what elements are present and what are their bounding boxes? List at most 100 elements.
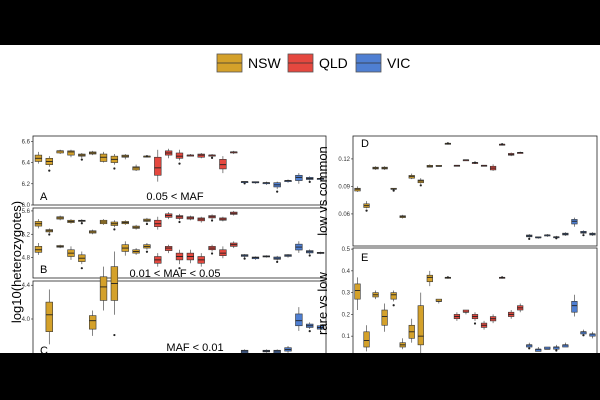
box-sunc — [462, 309, 470, 315]
box-eesp — [535, 236, 542, 239]
outlier-point — [501, 276, 504, 279]
panel-letter: A — [40, 191, 48, 203]
box-ullb — [208, 214, 216, 222]
outlier-point — [582, 334, 585, 337]
y-tick-label: 5.2 — [22, 232, 31, 238]
box-fre — [262, 255, 270, 258]
box-pras — [219, 156, 227, 174]
box-sunc — [164, 212, 173, 220]
outlier-point — [446, 276, 449, 279]
box-shbs — [306, 249, 314, 257]
outlier-point — [308, 254, 311, 257]
box-kyog — [67, 246, 75, 260]
box-cotw — [526, 234, 533, 240]
box-shbs — [306, 322, 314, 333]
y-tick-label: 0.3 — [342, 291, 351, 297]
panel-c: 4.04.4BMTCAMTCLAVKYOGMONANARRNBVPILLPPHA… — [22, 241, 327, 353]
box-bmt — [34, 219, 43, 229]
panel-frame — [352, 247, 598, 353]
box-body — [89, 315, 97, 330]
y-tick-label: 0.1 — [342, 334, 351, 340]
outlier-point — [113, 228, 116, 231]
box-morb — [186, 154, 195, 157]
box-burr — [517, 303, 524, 313]
box-camt — [45, 228, 53, 236]
box-body — [571, 219, 578, 225]
legend: NSW QLD VIC — [216, 53, 410, 73]
box-mall — [273, 349, 281, 353]
outlier-point — [446, 142, 449, 145]
box-redl — [453, 312, 461, 321]
box-eesp — [535, 347, 542, 352]
box-toow — [471, 161, 479, 164]
outlier-point — [80, 158, 83, 161]
box-ullb — [208, 154, 216, 159]
box-gold — [197, 152, 205, 159]
box-body — [426, 274, 433, 283]
panel-letter: E — [361, 252, 368, 264]
box-eesp — [251, 256, 260, 260]
box-nbv — [99, 266, 108, 311]
box-kyog — [67, 219, 75, 224]
outlier-point — [276, 260, 279, 263]
box-cotw — [240, 254, 249, 260]
box-gold — [489, 164, 497, 171]
panel-e: 0.00.10.20.30.40.5BMTCAMTCLAVKYOGMONANAR… — [315, 247, 598, 353]
box-kyog — [67, 149, 75, 158]
outlier-point — [243, 257, 246, 260]
outlier-point — [473, 161, 477, 164]
box-body — [417, 305, 424, 346]
box-mall — [553, 344, 560, 352]
outlier-point — [48, 233, 51, 236]
y-tick-label: 5.6 — [22, 209, 31, 215]
box-cotw — [240, 349, 249, 353]
box-body — [154, 156, 162, 176]
box-qldm — [143, 217, 151, 226]
box-bmt — [354, 277, 361, 311]
maf-annotation: 0.01 < MAF < 0.05 — [129, 268, 220, 280]
box-shbs — [580, 230, 587, 237]
box-cotw — [526, 342, 533, 350]
outlier-point — [308, 180, 311, 183]
legend-label-qld: QLD — [319, 55, 348, 71]
box-wvic — [316, 178, 325, 180]
legend-label-nsw: NSW — [248, 55, 281, 71]
box-pill — [110, 154, 119, 170]
box-fre — [262, 349, 270, 353]
box-redl — [154, 253, 162, 267]
outlier-point — [528, 347, 531, 350]
box-nbv — [99, 219, 108, 225]
outlier-point — [48, 169, 51, 172]
box-pras — [508, 152, 515, 157]
panel-letter: C — [40, 345, 48, 353]
y-tick-label: 0.12 — [338, 157, 350, 163]
box-body — [295, 174, 303, 181]
box-toow — [175, 149, 184, 165]
box-body — [99, 276, 108, 301]
box-body — [219, 159, 227, 170]
box-toow — [175, 213, 184, 224]
box-nbv — [99, 151, 108, 163]
box-wvic — [316, 324, 325, 331]
outlier-point — [178, 162, 181, 165]
outlier-point — [276, 190, 279, 193]
box-mona — [390, 290, 397, 307]
box-sebp — [571, 294, 578, 317]
box-body — [197, 153, 205, 158]
y-tick-label: 4.8 — [22, 256, 31, 262]
box-body — [175, 152, 184, 159]
y-tick-label: 4.0 — [22, 317, 31, 323]
box-bmt — [34, 243, 43, 255]
y-tick-label: 0.06 — [338, 212, 350, 218]
box-redl — [154, 149, 162, 182]
outlier-point — [528, 237, 531, 240]
box-pill — [417, 292, 424, 353]
box-burr — [517, 151, 524, 154]
outlier-point — [243, 182, 246, 185]
box-morb — [480, 320, 488, 330]
box-narr — [89, 150, 97, 156]
box-body — [132, 166, 140, 171]
box-shbs — [580, 329, 587, 337]
outlier-point — [145, 222, 149, 226]
box-nbv — [408, 173, 415, 180]
